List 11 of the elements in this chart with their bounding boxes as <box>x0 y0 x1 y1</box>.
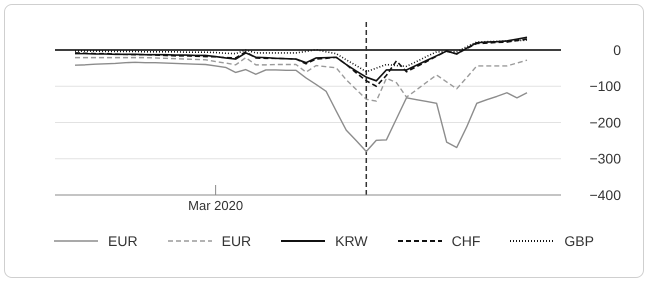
x-tick-label: Mar 2020 <box>188 198 244 214</box>
y-tick-label: −100 <box>589 78 622 94</box>
legend-label: GBP <box>564 233 594 249</box>
y-tick-label: −300 <box>589 150 622 167</box>
legend-label: KRW <box>335 233 368 249</box>
y-tick-label: −400 <box>589 186 622 203</box>
y-tick-label: 0 <box>613 42 622 58</box>
legend-label: EUR <box>108 233 138 249</box>
y-tick-label: −200 <box>589 114 622 130</box>
legend-label: CHF <box>452 233 480 249</box>
legend-label: EUR <box>222 233 252 249</box>
